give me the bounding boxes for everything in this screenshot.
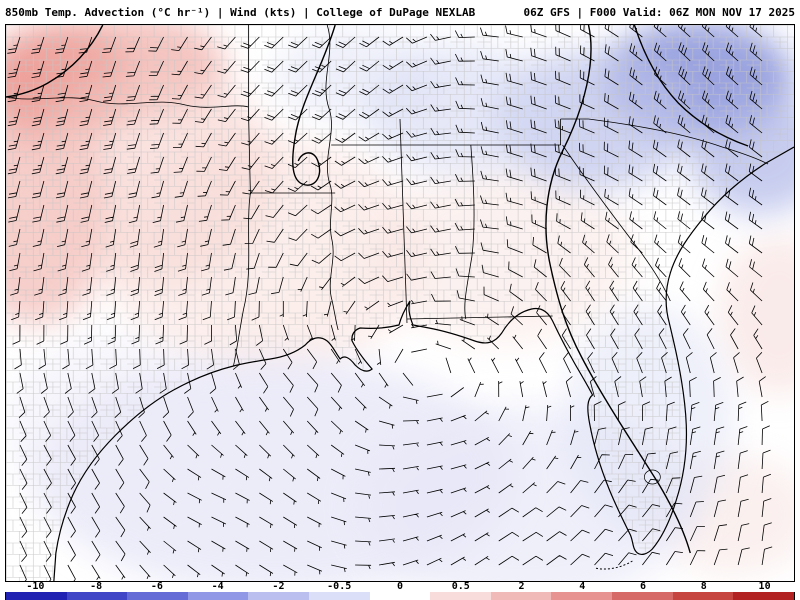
colorbar-tick-label: -4	[211, 581, 224, 592]
colorbar-segment	[6, 592, 67, 600]
map-frame	[5, 24, 795, 582]
product-title: 850mb Temp. Advection (°C hr⁻¹) | Wind (…	[5, 5, 476, 19]
colorbar-tick-label: -8	[90, 581, 103, 592]
advection-contours	[6, 25, 749, 554]
advection-map	[6, 25, 794, 581]
wind-barbs-layer	[7, 25, 773, 581]
colorbar-segment	[733, 592, 794, 600]
colorbar-tick-label: 2	[518, 581, 525, 592]
colorbar-segment	[672, 592, 734, 600]
colorbar-tick-label: 10	[758, 581, 771, 592]
title-bar: 850mb Temp. Advection (°C hr⁻¹) | Wind (…	[0, 0, 800, 24]
state-boundaries	[6, 25, 769, 367]
colorbar-segment	[187, 592, 249, 600]
colorbar-segment	[248, 592, 310, 600]
coastline	[53, 146, 794, 581]
colorbar-tick-label: 0.5	[451, 581, 470, 592]
colorbar-segment	[309, 592, 370, 600]
colorbar-segment	[430, 592, 491, 600]
colorbar-segment	[612, 592, 673, 600]
colorbar-tick-label: 0	[396, 581, 403, 592]
colorbar-tick-label: 8	[700, 581, 707, 592]
colorbar-labels: -10 -8 -6 -4 -2 -0.5 0 0.5 2 4 6 8 10	[5, 582, 795, 592]
colorbar-tick-label: -2	[272, 581, 285, 592]
colorbar-tick-label: 6	[640, 581, 647, 592]
colorbar-tick-label: -0.5	[327, 581, 352, 592]
colorbar-segment	[66, 592, 128, 600]
colorbar-tick-label: 4	[579, 581, 586, 592]
colorbar-segment	[490, 592, 552, 600]
colorbar-gradient	[5, 592, 795, 600]
model-run-info: 06Z GFS | F000 Valid: 06Z MON NOV 17 202…	[523, 5, 795, 19]
colorbar-segment	[127, 592, 188, 600]
colorbar-tick-label: -10	[26, 581, 45, 592]
colorbar: -10 -8 -6 -4 -2 -0.5 0 0.5 2 4 6 8 10	[5, 582, 795, 600]
colorbar-segment	[551, 592, 613, 600]
colorbar-tick-label: -6	[150, 581, 163, 592]
colorbar-segment	[369, 592, 431, 600]
